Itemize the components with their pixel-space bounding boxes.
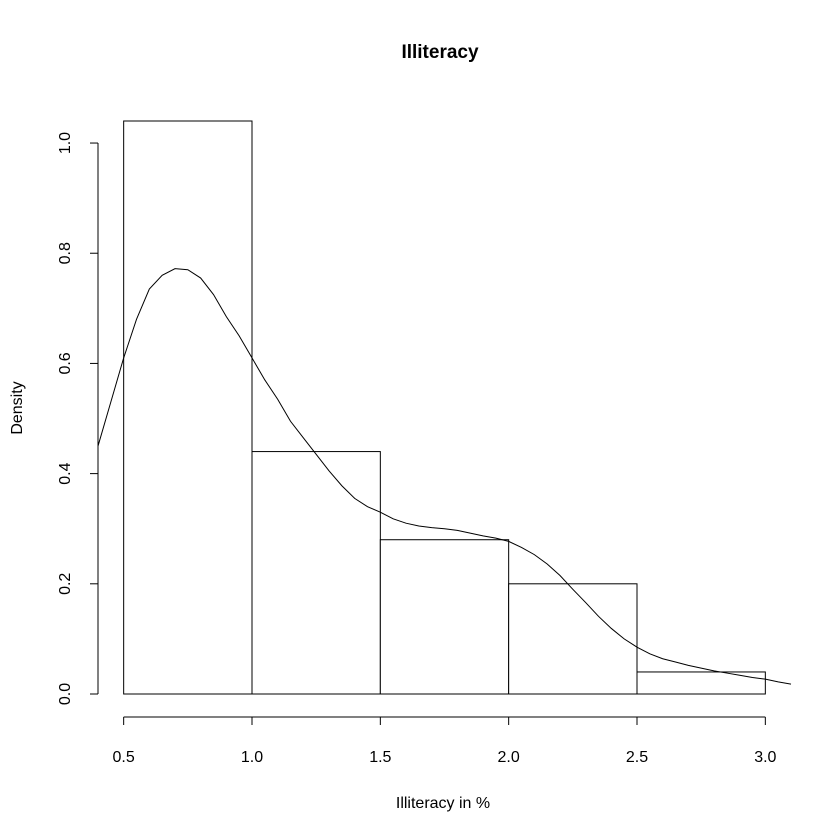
x-tick-label: 1.5 <box>369 749 391 766</box>
histogram-bar-4 <box>508 583 638 695</box>
y-axis-label: Density <box>9 381 26 434</box>
x-tick-label: 0.5 <box>113 749 135 766</box>
histogram-bar-2 <box>251 451 381 695</box>
y-tick-label: 0.4 <box>57 462 74 484</box>
x-tick-label: 2.0 <box>498 749 520 766</box>
x-tick-label: 2.5 <box>626 749 648 766</box>
x-axis: 0.5 1.0 1.5 2.0 2.5 3.0 <box>113 716 777 766</box>
y-tick-label: 0.0 <box>57 683 74 705</box>
x-tick-label: 3.0 <box>754 749 776 766</box>
histogram-bar-5 <box>636 671 766 695</box>
density-curve <box>97 268 792 685</box>
x-tick-label: 1.0 <box>241 749 263 766</box>
y-tick-label: 0.8 <box>57 242 74 264</box>
y-tick-label: 1.0 <box>57 132 74 154</box>
y-tick-label: 0.6 <box>57 352 74 374</box>
y-axis: 0.0 0.2 0.4 0.6 0.8 1.0 <box>57 132 99 705</box>
histogram-bars <box>123 120 766 695</box>
chart-title: Illiteracy <box>401 42 479 63</box>
histogram-bar-1 <box>123 120 253 695</box>
y-tick-label: 0.2 <box>57 573 74 595</box>
histogram-bar-3 <box>379 539 510 695</box>
x-axis-label: Illiteracy in % <box>396 795 490 812</box>
